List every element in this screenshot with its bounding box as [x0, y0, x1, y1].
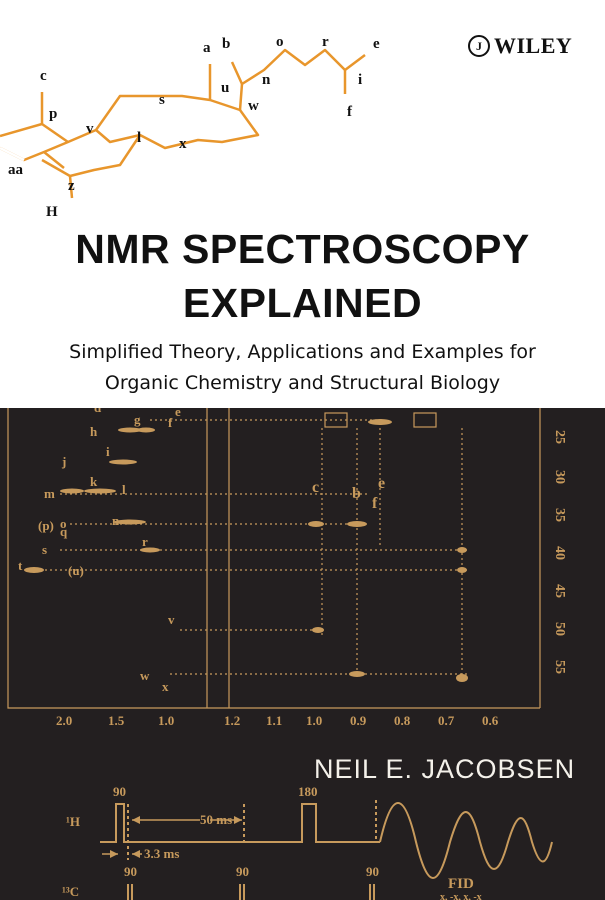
book-title-line2: EXPLAINED — [182, 280, 423, 326]
y-tick-label: 35 — [552, 508, 567, 522]
spectrum-row-label: (u) — [68, 563, 84, 578]
mol-label-H: H — [46, 204, 58, 220]
book-title-line1: NMR SPECTROSCOPY — [75, 226, 530, 272]
spectrum-row-label: m — [44, 486, 55, 501]
cover-top-panel — [0, 0, 605, 408]
fid-label: FID — [448, 876, 474, 892]
short-delay-label: 3.3 ms — [144, 846, 179, 861]
mol-label-v: v — [86, 121, 94, 137]
mol-label-e: e — [373, 36, 380, 52]
spectrum-row-label: r — [142, 534, 148, 549]
publisher-name: WILEY — [494, 33, 573, 58]
x-tick-label: 1.0 — [158, 713, 174, 728]
spectrum-row-label: h — [90, 424, 98, 439]
mol-label-c: c — [40, 68, 47, 84]
mol-label-x: x — [179, 136, 187, 152]
x-tick-label: 2.0 — [56, 713, 72, 728]
spectrum-row-label: s — [42, 542, 47, 557]
pulse-label: 90 — [113, 784, 126, 799]
mol-label-z: z — [68, 178, 75, 194]
phase-cycle-label: x, -x, x, -x — [440, 892, 482, 900]
x-tick-label: 0.9 — [350, 713, 367, 728]
book-subtitle-line2: Organic Chemistry and Structural Biology — [104, 372, 501, 394]
spectrum-row-label: i — [106, 444, 110, 459]
mol-label-p: p — [49, 106, 57, 122]
mol-label-o: o — [276, 34, 284, 50]
publisher-logo: J WILEY — [468, 33, 572, 59]
author-name: NEIL E. JACOBSEN — [314, 754, 576, 784]
mol-label-aa: aa — [8, 162, 24, 178]
x-tick-label: 1.5 — [108, 713, 125, 728]
y-tick-label: 30 — [552, 470, 567, 484]
mol-label-r: r — [322, 34, 329, 50]
spectrum-row-label: n — [112, 513, 120, 528]
mol-label-i: i — [358, 72, 362, 88]
wiley-seal-icon: J — [468, 35, 490, 57]
nmr-spectrum-art: d e f g h i j k l m n o (p) q r s t (u) … — [7, 408, 567, 728]
spectrum-row-label: w — [140, 668, 150, 683]
spectrum-row-label: o — [60, 516, 67, 531]
pulse-sequence-art: ¹H ¹³C 90 180 90 90 90 50 ms 3.3 ms FID … — [62, 784, 553, 900]
mol-label-u: u — [221, 80, 229, 96]
spectrum-annotation-c: c — [312, 479, 319, 496]
y-tick-label: 55 — [552, 660, 567, 674]
y-tick-label: 45 — [552, 584, 567, 598]
x-tick-label: 0.7 — [438, 713, 455, 728]
pulse-label: 90 — [124, 864, 137, 879]
spectrum-row-label: q — [60, 524, 68, 539]
spectrum-row-label: (p) — [38, 518, 54, 533]
spectrum-row-label: x — [162, 679, 169, 694]
spectrum-row-label: e — [175, 408, 181, 419]
nucleus-1h-label: ¹H — [66, 814, 80, 829]
mol-label-s: s — [159, 92, 165, 108]
spectrum-annotation-e: e — [378, 475, 385, 492]
delay-label: 50 ms — [200, 812, 232, 827]
spectrum-row-label: d — [94, 408, 102, 415]
spectrum-row-label: g — [134, 412, 141, 427]
mol-label-l: l — [137, 130, 141, 146]
pulse-label: 180 — [298, 784, 318, 799]
spectrum-row-label: v — [168, 612, 175, 627]
nucleus-13c-label: ¹³C — [62, 884, 79, 899]
x-tick-label: 0.6 — [482, 713, 499, 728]
spectrum-row-label: k — [90, 474, 98, 489]
mol-label-a: a — [203, 40, 211, 56]
x-tick-label: 1.1 — [266, 713, 282, 728]
spectrum-row-label: t — [18, 558, 23, 573]
spectrum-annotation-f: f — [372, 495, 378, 512]
mol-label-n: n — [262, 72, 271, 88]
book-subtitle-line1: Simplified Theory, Applications and Exam… — [69, 341, 536, 363]
y-tick-label: 50 — [552, 622, 567, 636]
spectrum-annotation-b: b — [352, 485, 361, 502]
pulse-label: 90 — [236, 864, 249, 879]
mol-label-f: f — [347, 104, 353, 120]
x-tick-label: 0.8 — [394, 713, 411, 728]
y-tick-label: 40 — [552, 546, 567, 560]
spectrum-row-label: f — [168, 415, 173, 430]
spectrum-row-label: l — [122, 482, 126, 497]
x-tick-label: 1.0 — [306, 713, 322, 728]
mol-label-b: b — [222, 36, 230, 52]
y-tick-label: 25 — [552, 430, 567, 444]
pulse-label: 90 — [366, 864, 379, 879]
spectrum-row-label: j — [61, 454, 66, 469]
mol-label-w: w — [248, 98, 259, 114]
x-tick-label: 1.2 — [224, 713, 240, 728]
steroid-structure: a b o r e n i f c p s u w v l x aa z H — [0, 34, 380, 220]
